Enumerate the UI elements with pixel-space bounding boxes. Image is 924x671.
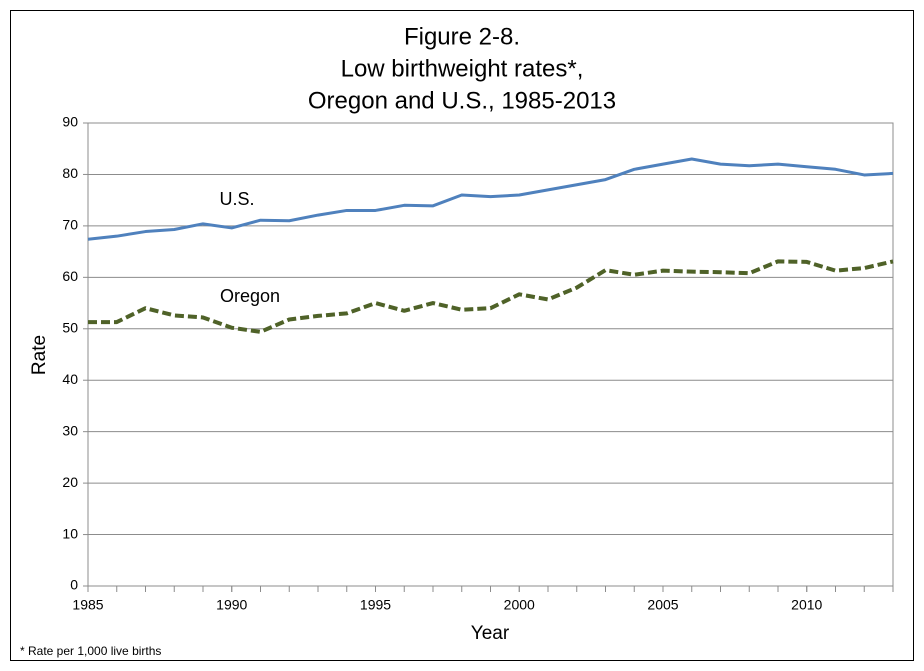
- x-tick-label: 2010: [791, 597, 822, 613]
- y-tick-label: 50: [62, 319, 78, 335]
- x-axis-label: Year: [471, 623, 510, 644]
- y-tick-label: 90: [62, 114, 78, 130]
- x-tick-label: 1990: [216, 597, 247, 613]
- series-label: U.S.: [219, 189, 254, 209]
- y-tick-label: 10: [62, 525, 78, 541]
- series-line: [88, 259, 894, 334]
- y-tick-label: 0: [70, 577, 78, 593]
- footnote: * Rate per 1,000 live births: [20, 644, 161, 658]
- chart-title: Figure 2-8.: [404, 23, 520, 50]
- x-tick-label: 1985: [72, 597, 103, 613]
- y-tick-label: 30: [62, 422, 78, 438]
- chart-title: Low birthweight rates*,: [341, 55, 584, 82]
- chart-border: [10, 10, 914, 661]
- y-tick-label: 80: [62, 165, 78, 181]
- x-tick-label: 2005: [647, 597, 678, 613]
- chart-title: Oregon and U.S., 1985-2013: [308, 87, 616, 114]
- y-tick-label: 70: [62, 217, 78, 233]
- x-tick-label: 2000: [504, 597, 535, 613]
- x-tick-label: 1995: [360, 597, 391, 613]
- y-tick-label: 40: [62, 371, 78, 387]
- y-axis-label: Rate: [29, 335, 50, 375]
- series-label: Oregon: [220, 286, 280, 306]
- y-tick-label: 20: [62, 474, 78, 490]
- y-tick-label: 60: [62, 268, 78, 284]
- series-line: [87, 157, 894, 241]
